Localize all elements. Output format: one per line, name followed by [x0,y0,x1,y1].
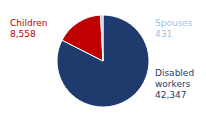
svg-text:Disabledworkers42,347: Disabledworkers42,347 [155,68,194,100]
svg-text:Spouses431: Spouses431 [155,18,193,39]
svg-text:Children8,558: Children8,558 [10,18,47,39]
